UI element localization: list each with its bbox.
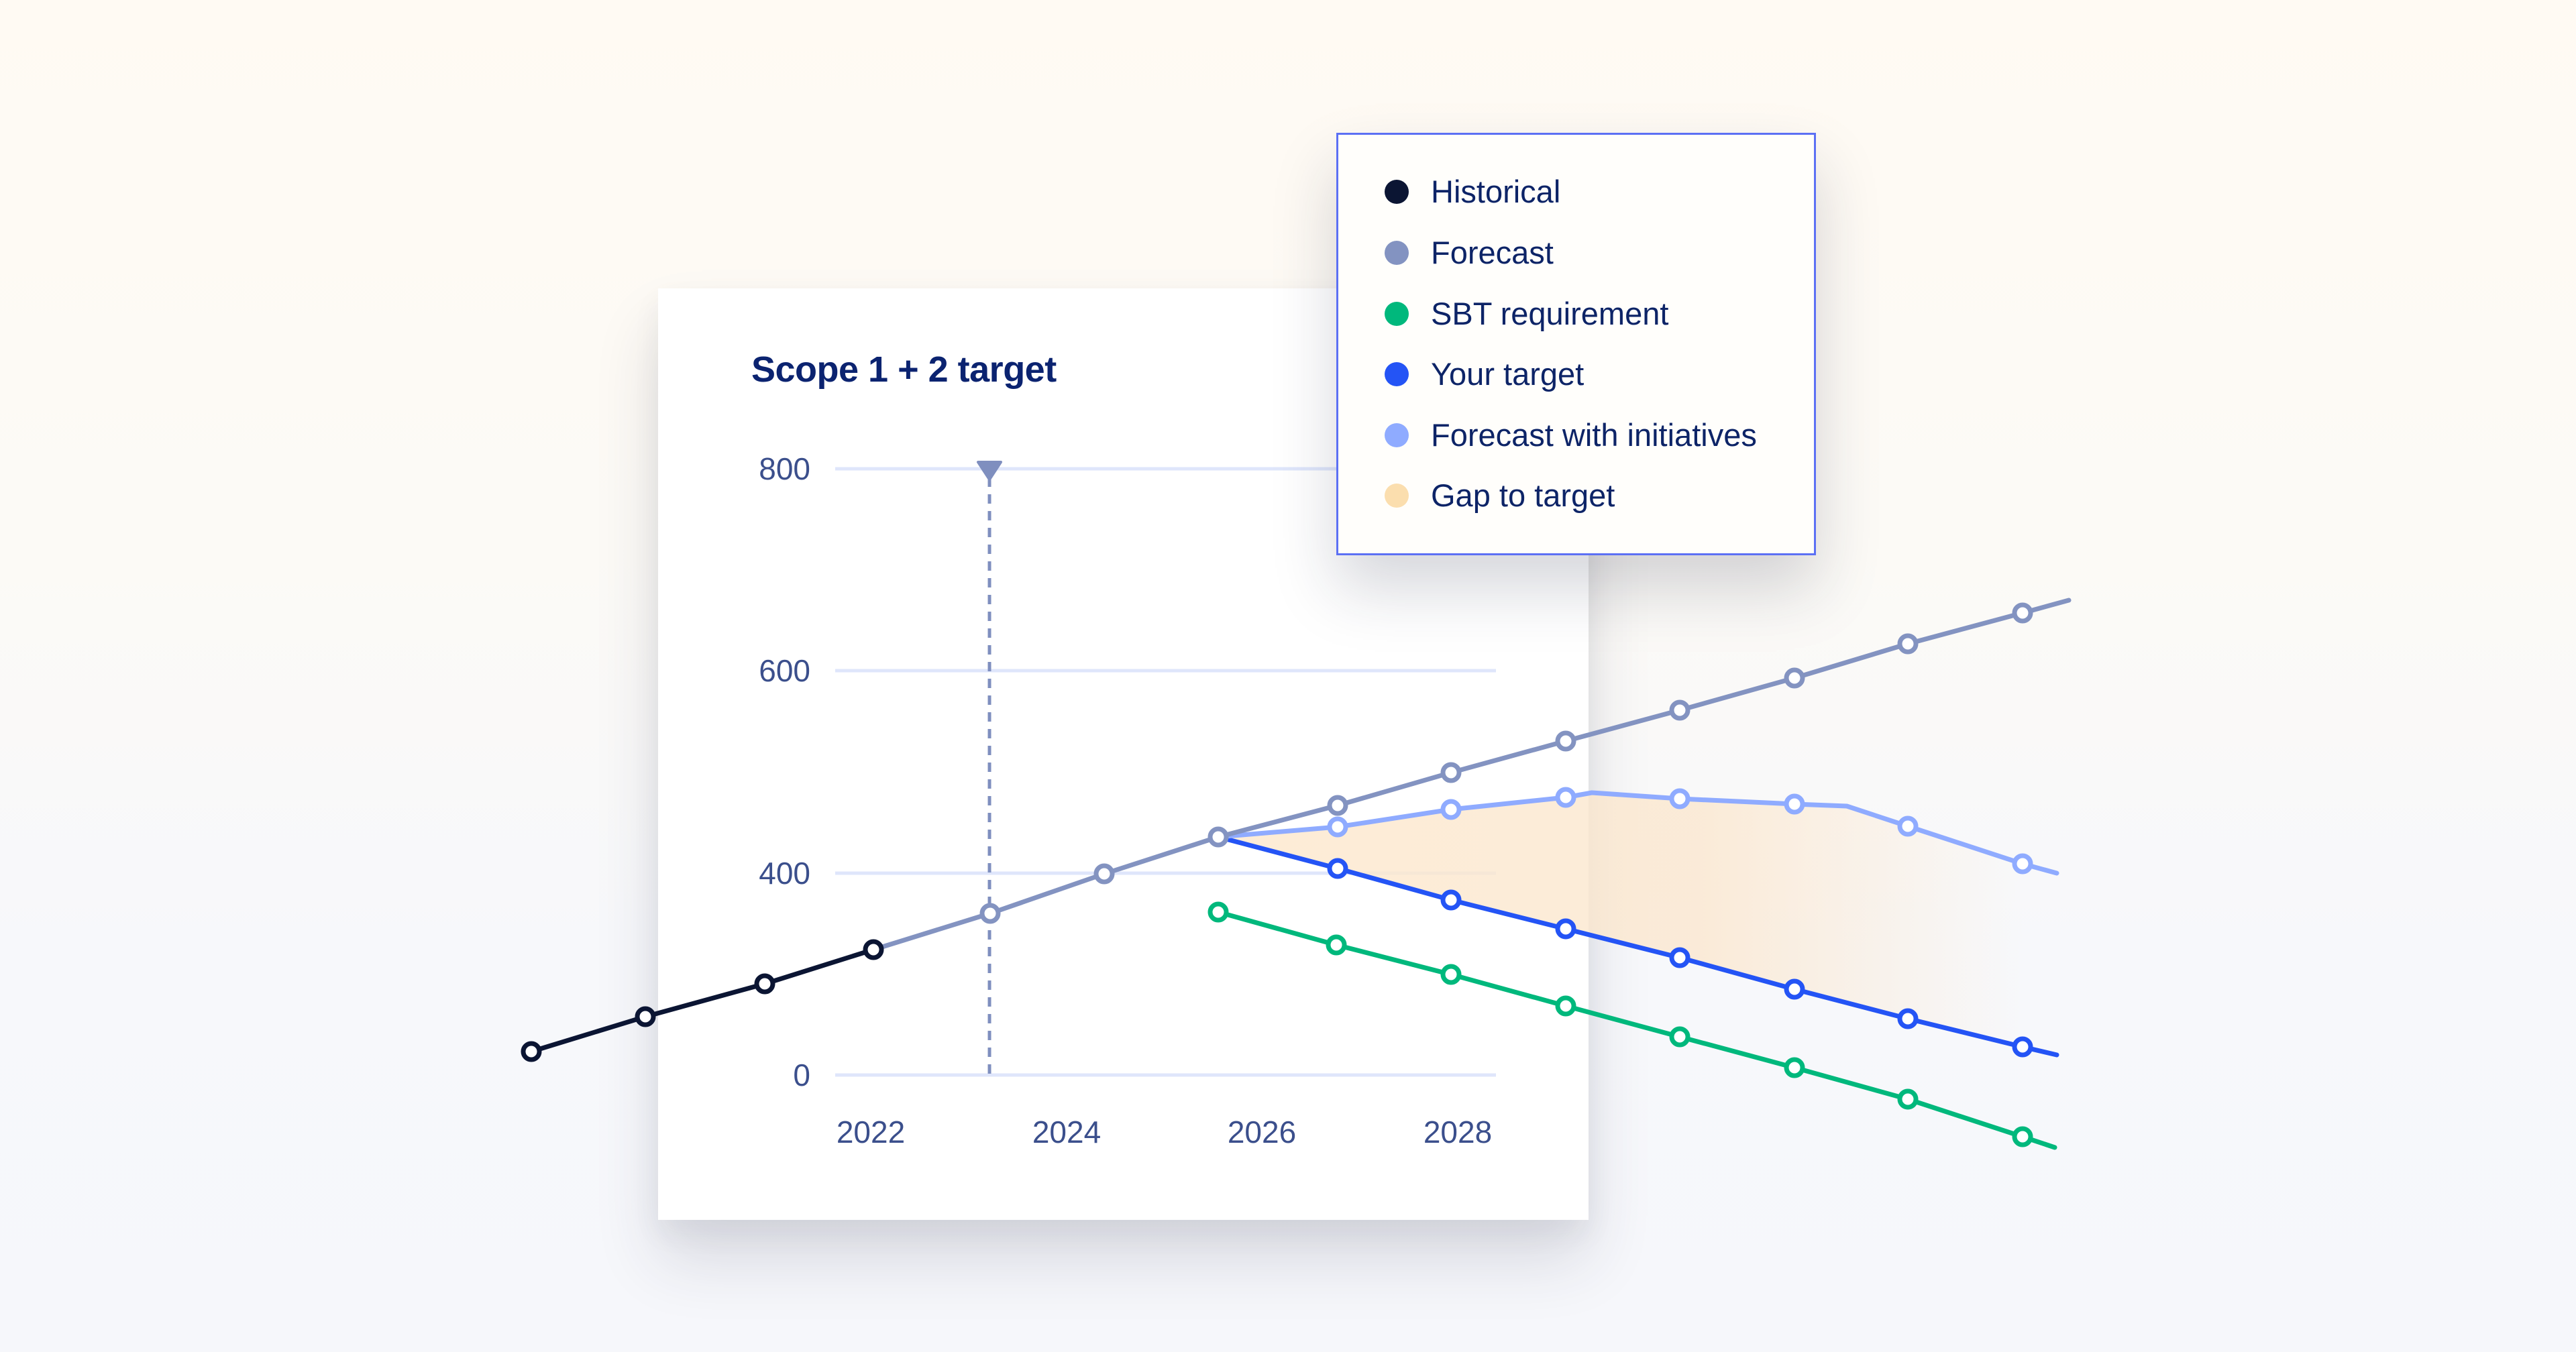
chart-legend: Historical Forecast SBT requirement Your…: [1336, 133, 1816, 555]
series-your-target: [1216, 834, 2059, 1058]
marker-triangle-icon: [977, 461, 1002, 481]
legend-item-forecast[interactable]: Forecast: [1338, 233, 1808, 273]
gap-to-target-area: [1218, 793, 2023, 1047]
legend-label: Forecast: [1431, 235, 1554, 270]
x-tick-2028: 2028: [1423, 1115, 1493, 1149]
x-tick-2022: 2022: [836, 1115, 906, 1149]
current-year-marker[interactable]: [977, 461, 1002, 1080]
legend-item-sbt-requirement[interactable]: SBT requirement: [1338, 294, 1808, 334]
legend-item-your-target[interactable]: Your target: [1338, 354, 1808, 394]
x-tick-2026: 2026: [1227, 1115, 1297, 1149]
legend-label: Historical: [1431, 174, 1561, 209]
historical-dot-icon: [1385, 180, 1409, 204]
legend-item-gap-to-target[interactable]: Gap to target: [1338, 475, 1808, 516]
legend-label: Your target: [1431, 356, 1585, 392]
forecast-with-initiatives-dot-icon: [1385, 423, 1409, 447]
legend-label: Forecast with initiatives: [1431, 417, 1757, 453]
legend-label: Gap to target: [1431, 477, 1615, 513]
y-tick-600: 600: [759, 653, 810, 688]
y-tick-400: 400: [759, 856, 810, 891]
x-tick-2024: 2024: [1032, 1115, 1102, 1149]
legend-label: SBT requirement: [1431, 296, 1669, 331]
series-forecast: [871, 598, 2072, 952]
y-tick-800: 800: [759, 451, 810, 486]
y-tick-0: 0: [793, 1058, 810, 1092]
forecast-dot-icon: [1385, 241, 1409, 265]
series-sbt-requirement: [1208, 901, 2057, 1150]
chart-title: Scope 1 + 2 target: [751, 349, 1057, 390]
series-forecast-with-initiatives: [1216, 787, 2059, 876]
gap-to-target-dot-icon: [1385, 484, 1409, 508]
legend-item-forecast-with-initiatives[interactable]: Forecast with initiatives: [1338, 415, 1808, 455]
gridlines: [835, 467, 1496, 1077]
series-historical: [521, 939, 884, 1062]
sbt-requirement-dot-icon: [1385, 302, 1409, 326]
legend-item-historical[interactable]: Historical: [1338, 172, 1808, 212]
your-target-dot-icon: [1385, 362, 1409, 386]
